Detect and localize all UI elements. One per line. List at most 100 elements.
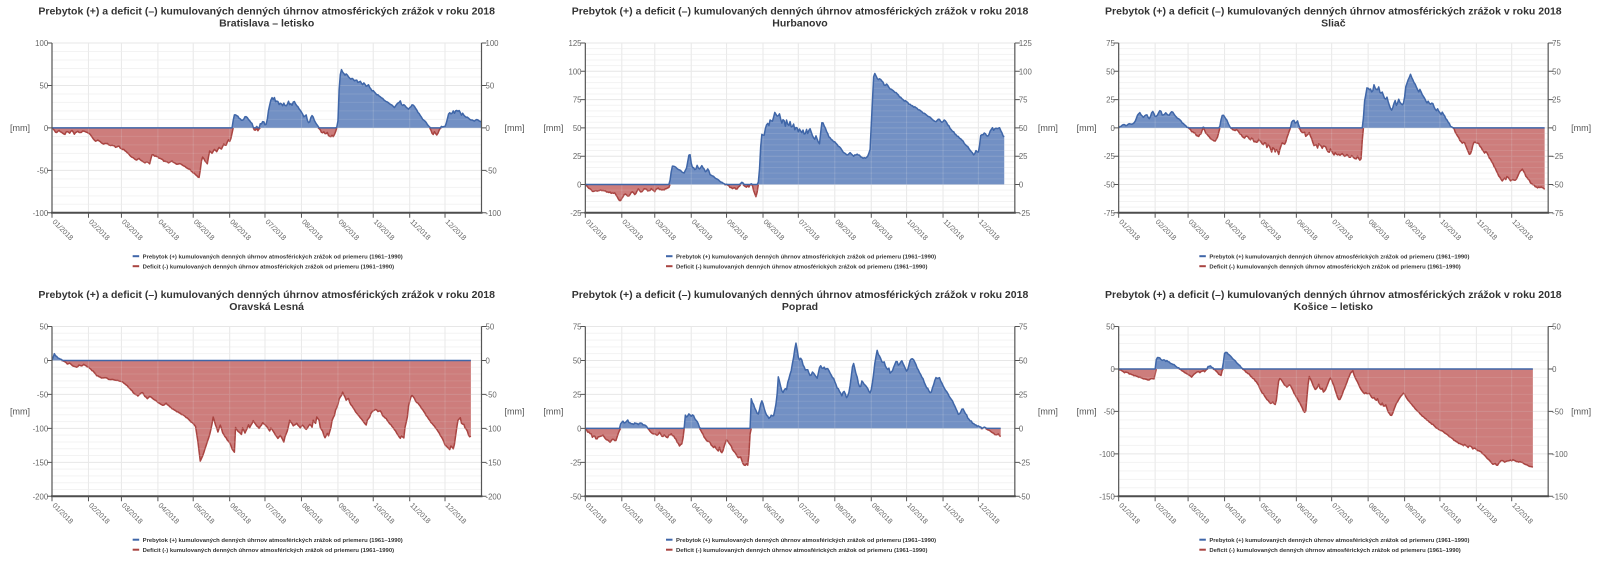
svg-text:-50: -50 <box>1104 407 1116 416</box>
svg-text:50: 50 <box>40 81 49 90</box>
svg-text:-25: -25 <box>1104 152 1116 161</box>
svg-text:-100: -100 <box>1552 450 1568 459</box>
svg-text:0: 0 <box>1019 181 1024 190</box>
svg-text:50: 50 <box>1552 67 1561 76</box>
svg-text:50: 50 <box>1106 323 1115 332</box>
svg-text:50: 50 <box>486 81 495 90</box>
svg-text:50: 50 <box>1106 67 1115 76</box>
svg-text:[mm]: [mm] <box>1038 406 1058 416</box>
svg-text:125: 125 <box>1019 39 1033 48</box>
svg-text:-25: -25 <box>1552 152 1564 161</box>
svg-text:50: 50 <box>573 124 582 133</box>
svg-text:[mm]: [mm] <box>543 123 563 133</box>
svg-text:25: 25 <box>1019 152 1028 161</box>
svg-text:[mm]: [mm] <box>1571 123 1591 133</box>
svg-text:Poprad: Poprad <box>782 301 818 313</box>
svg-text:-200: -200 <box>33 492 49 501</box>
svg-text:50: 50 <box>1019 356 1028 365</box>
svg-text:Bratislava – letisko: Bratislava – letisko <box>219 17 314 29</box>
svg-text:-200: -200 <box>486 492 502 501</box>
svg-text:-100: -100 <box>33 424 49 433</box>
svg-text:-150: -150 <box>1099 492 1115 501</box>
svg-text:0: 0 <box>1552 365 1557 374</box>
svg-text:0: 0 <box>577 424 582 433</box>
svg-text:Sliač: Sliač <box>1321 17 1346 29</box>
svg-text:[mm]: [mm] <box>10 406 30 416</box>
svg-text:75: 75 <box>1019 323 1028 332</box>
svg-text:[mm]: [mm] <box>505 123 525 133</box>
svg-text:[mm]: [mm] <box>543 406 563 416</box>
svg-text:[mm]: [mm] <box>1571 406 1591 416</box>
svg-text:25: 25 <box>573 152 582 161</box>
svg-text:25: 25 <box>1019 390 1028 399</box>
svg-text:-100: -100 <box>486 209 502 218</box>
svg-text:0: 0 <box>44 124 49 133</box>
svg-text:Prebytok (+) kumulovaných denn: Prebytok (+) kumulovaných denných úhrnov… <box>676 255 936 261</box>
svg-text:100: 100 <box>486 39 500 48</box>
svg-text:-50: -50 <box>486 166 498 175</box>
svg-text:-50: -50 <box>1104 181 1116 190</box>
svg-text:Prebytok (+) a deficit (–) kum: Prebytok (+) a deficit (–) kumulovaných … <box>572 5 1029 17</box>
svg-text:Prebytok (+) kumulovaných denn: Prebytok (+) kumulovaných denných úhrnov… <box>143 255 403 261</box>
svg-text:Prebytok (+) a deficit (–) kum: Prebytok (+) a deficit (–) kumulovaných … <box>1105 289 1562 301</box>
svg-text:-100: -100 <box>33 209 49 218</box>
svg-text:0: 0 <box>1019 424 1024 433</box>
svg-text:-150: -150 <box>486 458 502 467</box>
svg-text:-25: -25 <box>570 209 582 218</box>
svg-text:0: 0 <box>1111 365 1116 374</box>
svg-text:50: 50 <box>1552 323 1561 332</box>
svg-text:-50: -50 <box>1552 181 1564 190</box>
svg-text:-50: -50 <box>1552 407 1564 416</box>
svg-text:-25: -25 <box>1019 209 1031 218</box>
svg-text:Deficit (-) kumulovaných denný: Deficit (-) kumulovaných denných úhrnov … <box>143 265 394 271</box>
svg-text:75: 75 <box>1019 96 1028 105</box>
svg-text:0: 0 <box>577 181 582 190</box>
svg-text:Hurbanovo: Hurbanovo <box>772 17 827 29</box>
svg-text:-100: -100 <box>486 424 502 433</box>
svg-text:Prebytok (+) a deficit (–) kum: Prebytok (+) a deficit (–) kumulovaných … <box>38 289 495 301</box>
svg-text:75: 75 <box>573 323 582 332</box>
svg-text:Deficit (-) kumulovaných denný: Deficit (-) kumulovaných denných úhrnov … <box>676 265 927 271</box>
svg-text:100: 100 <box>35 39 49 48</box>
svg-text:-75: -75 <box>1552 209 1564 218</box>
svg-text:Deficit (-) kumulovaných denný: Deficit (-) kumulovaných denných úhrnov … <box>676 548 927 554</box>
svg-text:75: 75 <box>573 96 582 105</box>
svg-text:-50: -50 <box>486 390 498 399</box>
svg-text:Prebytok (+) kumulovaných denn: Prebytok (+) kumulovaných denných úhrnov… <box>676 538 936 544</box>
svg-text:Prebytok (+) kumulovaných denn: Prebytok (+) kumulovaných denných úhrnov… <box>1209 538 1469 544</box>
svg-text:25: 25 <box>1552 96 1561 105</box>
svg-text:-75: -75 <box>1104 209 1116 218</box>
svg-text:[mm]: [mm] <box>10 123 30 133</box>
svg-text:-150: -150 <box>33 458 49 467</box>
svg-text:Prebytok (+) a deficit (–) kum: Prebytok (+) a deficit (–) kumulovaných … <box>1105 5 1562 17</box>
svg-text:Prebytok (+) kumulovaných denn: Prebytok (+) kumulovaných denných úhrnov… <box>1209 255 1469 261</box>
svg-text:125: 125 <box>569 39 583 48</box>
svg-text:0: 0 <box>44 356 49 365</box>
svg-text:Prebytok (+) kumulovaných denn: Prebytok (+) kumulovaných denných úhrnov… <box>143 538 403 544</box>
svg-text:Oravská Lesná: Oravská Lesná <box>229 301 304 313</box>
svg-text:Deficit (-) kumulovaných denný: Deficit (-) kumulovaných denných úhrnov … <box>1209 548 1460 554</box>
svg-text:-25: -25 <box>1019 458 1031 467</box>
svg-text:100: 100 <box>569 67 583 76</box>
svg-text:50: 50 <box>1019 124 1028 133</box>
svg-text:0: 0 <box>1111 124 1116 133</box>
svg-text:75: 75 <box>1552 39 1561 48</box>
svg-text:50: 50 <box>486 323 495 332</box>
svg-text:Košice – letisko: Košice – letisko <box>1294 301 1373 313</box>
svg-text:[mm]: [mm] <box>1077 406 1097 416</box>
svg-text:Prebytok (+) a deficit (–) kum: Prebytok (+) a deficit (–) kumulovaných … <box>38 5 495 17</box>
svg-text:Deficit (-) kumulovaných denný: Deficit (-) kumulovaných denných úhrnov … <box>1209 265 1460 271</box>
svg-text:-50: -50 <box>570 492 582 501</box>
svg-text:25: 25 <box>573 390 582 399</box>
svg-text:-50: -50 <box>1019 492 1031 501</box>
svg-text:75: 75 <box>1106 39 1115 48</box>
svg-text:[mm]: [mm] <box>1038 123 1058 133</box>
svg-text:0: 0 <box>486 356 491 365</box>
svg-text:Deficit (-) kumulovaných denný: Deficit (-) kumulovaných denných úhrnov … <box>143 548 394 554</box>
svg-text:Prebytok (+) a deficit (–) kum: Prebytok (+) a deficit (–) kumulovaných … <box>572 289 1029 301</box>
svg-text:-50: -50 <box>37 166 49 175</box>
svg-text:[mm]: [mm] <box>505 406 525 416</box>
svg-text:50: 50 <box>573 356 582 365</box>
svg-text:[mm]: [mm] <box>1077 123 1097 133</box>
svg-text:-50: -50 <box>37 390 49 399</box>
